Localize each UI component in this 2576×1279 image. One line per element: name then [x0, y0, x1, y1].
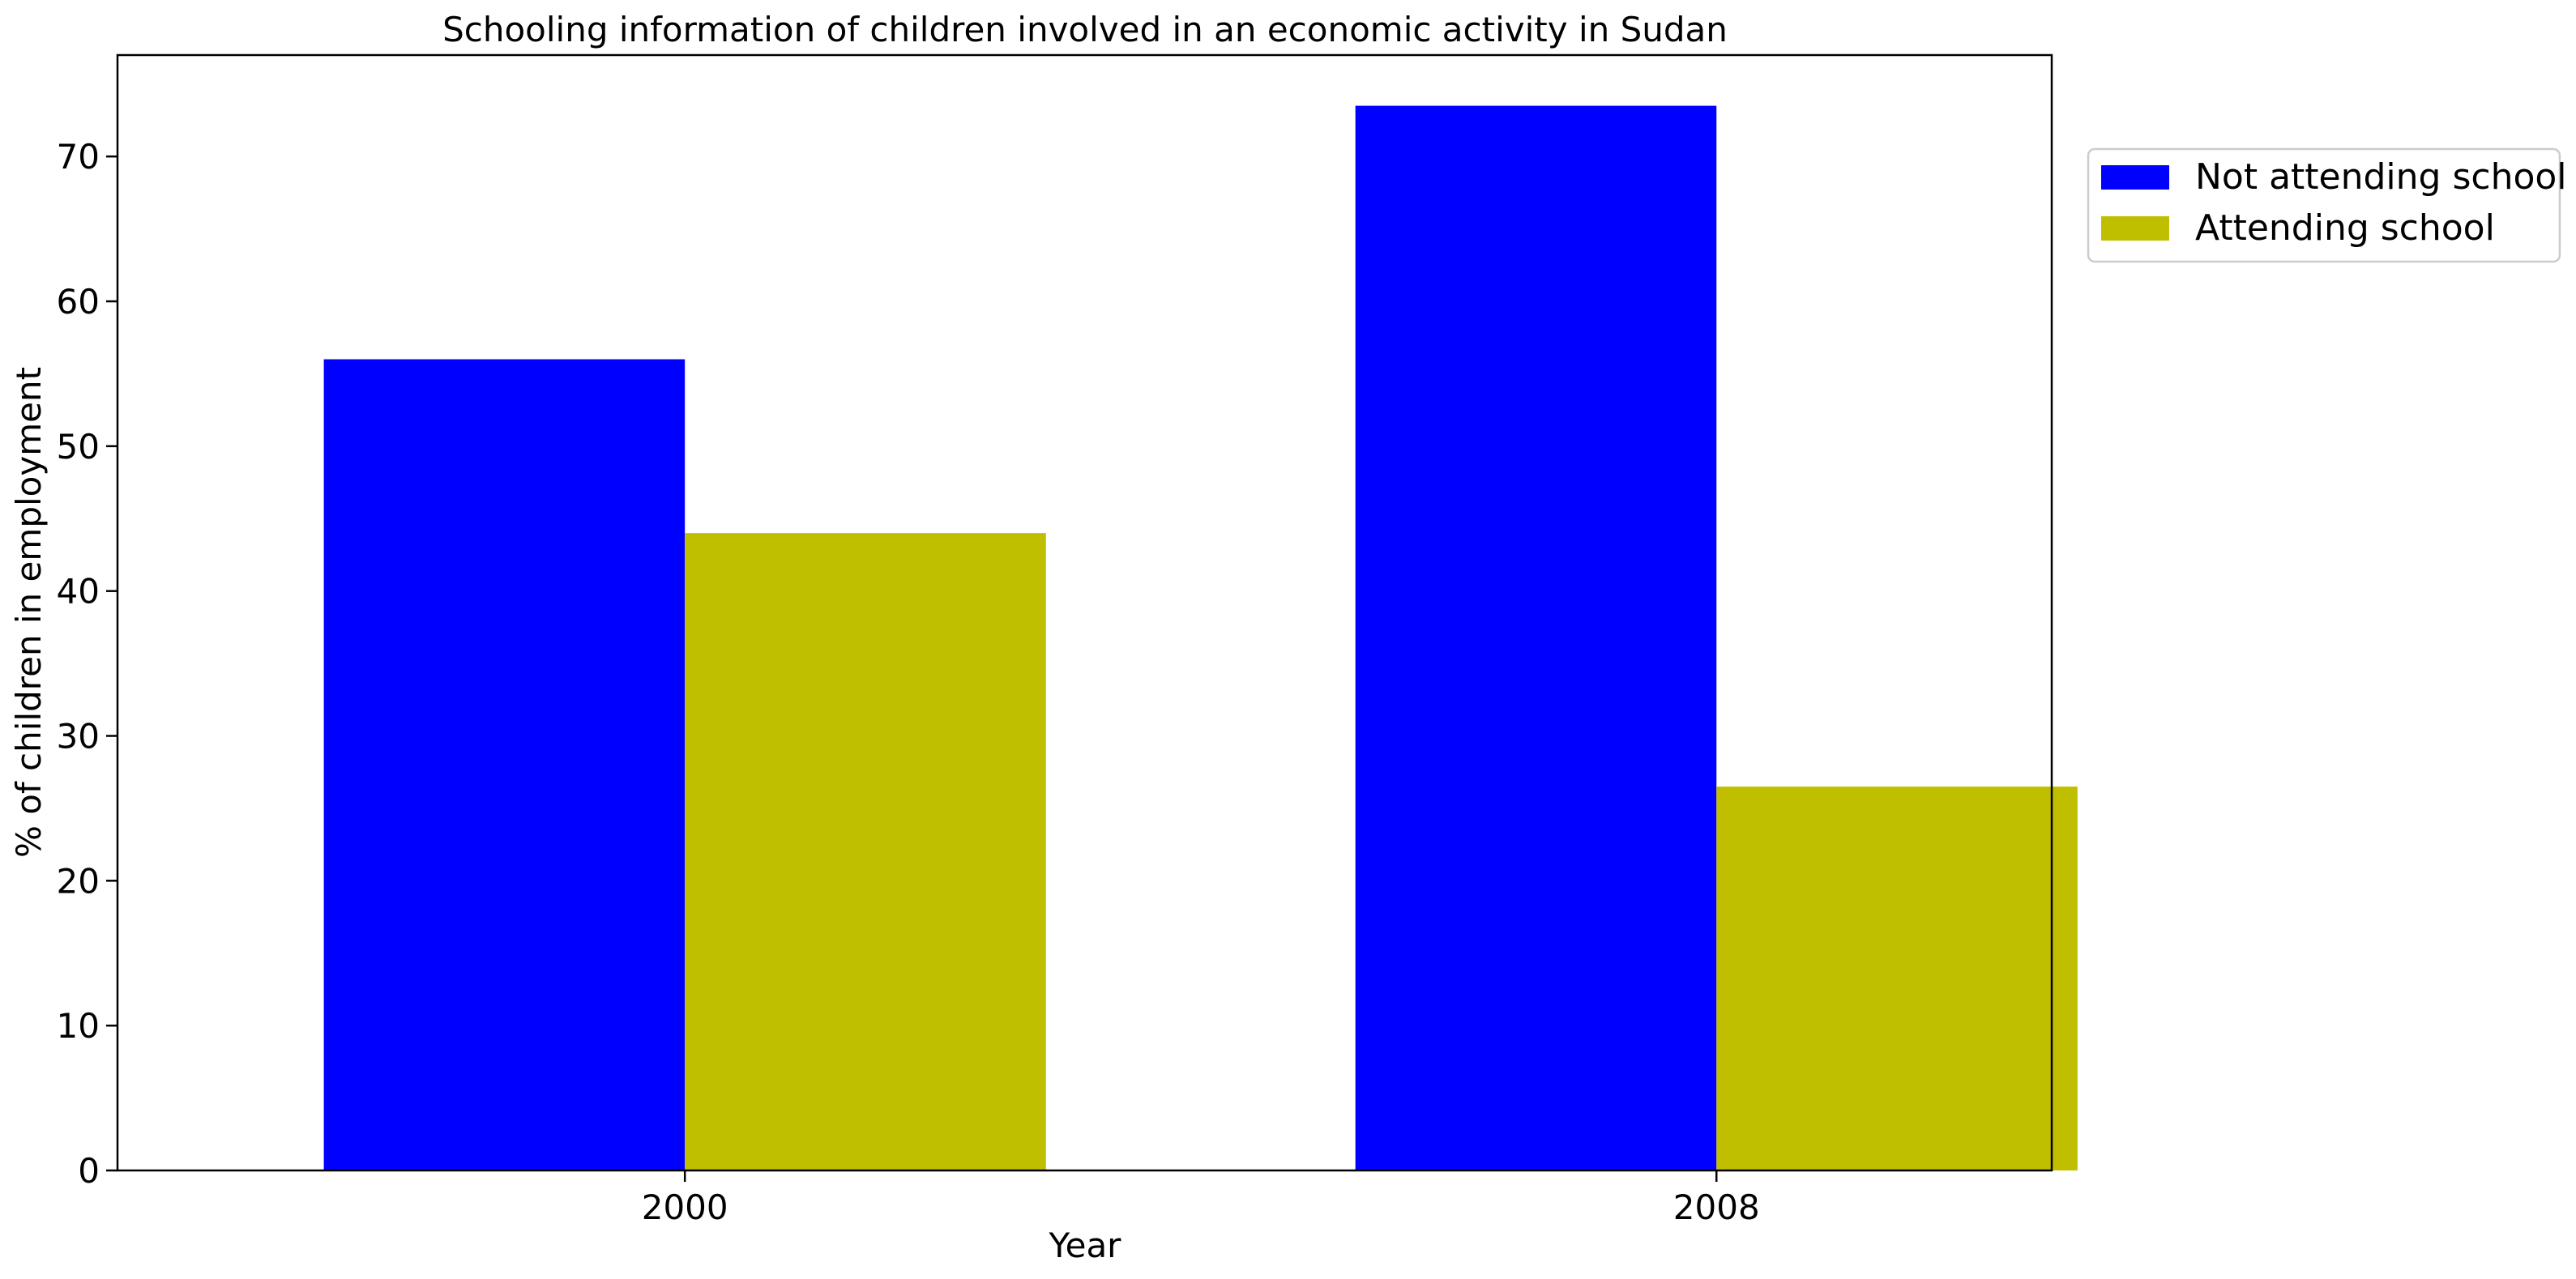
legend-label: Attending school	[2195, 207, 2495, 249]
y-tick-label: 30	[57, 717, 100, 757]
x-tick-label: 2008	[1673, 1187, 1760, 1227]
bar-attending-school-2000	[685, 533, 1046, 1170]
legend-swatch	[2101, 165, 2169, 190]
y-tick-label: 70	[57, 137, 100, 177]
y-tick-label: 40	[57, 572, 100, 612]
bars-group	[323, 105, 2078, 1171]
chart-title: Schooling information of children involv…	[442, 10, 1728, 49]
y-axis-label: % of children in employment	[9, 367, 49, 858]
y-tick-label: 10	[57, 1006, 100, 1046]
bar-attending-school-2008	[1716, 787, 2078, 1170]
legend-swatch	[2101, 216, 2169, 241]
x-tick-label: 2000	[642, 1187, 728, 1227]
y-tick-label: 20	[57, 861, 100, 901]
y-tick-label: 60	[57, 282, 100, 322]
legend-frame	[2087, 147, 2561, 263]
bar-not-attending-school-2000	[323, 359, 686, 1171]
x-axis: 2000 2008	[642, 1170, 1760, 1227]
y-axis: 0 10 20 30 40 50 60 70	[57, 137, 117, 1191]
legend-label: Not attending school	[2195, 156, 2567, 198]
bar-not-attending-school-2008	[1355, 105, 1717, 1170]
plot-frame	[116, 53, 2053, 1172]
y-tick-label: 0	[78, 1151, 100, 1191]
legend: Not attending school Attending school	[2087, 147, 2567, 263]
x-axis-label: Year	[1049, 1226, 1122, 1265]
y-tick-label: 50	[57, 427, 100, 467]
